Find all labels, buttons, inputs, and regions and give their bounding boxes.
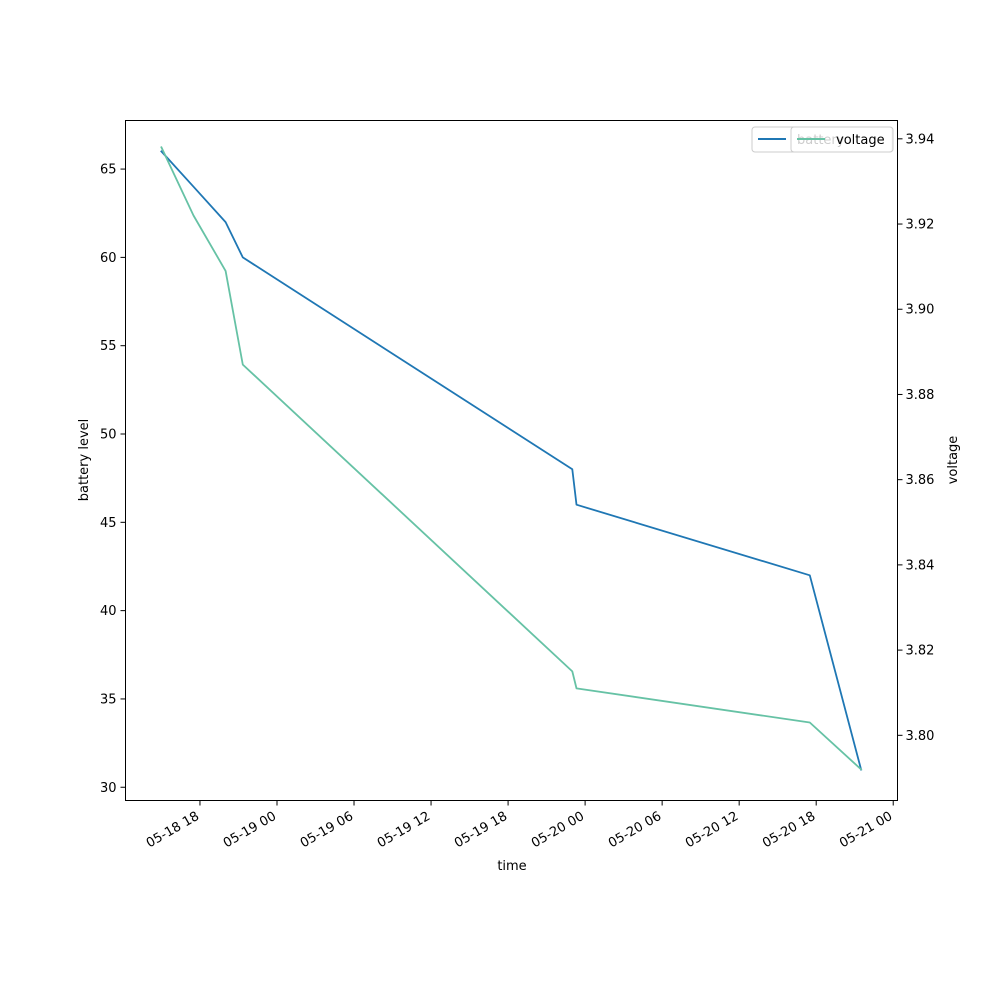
left-y-axis: 30 35 40 45 50 55 60 65 [100,163,126,796]
right-y-tick-label: 3.94 [906,132,935,147]
left-y-tick-label: 55 [100,339,117,354]
right-y-axis: 3.80 3.82 3.84 3.86 3.88 3.90 3.92 3.94 [897,132,935,744]
left-y-tick-label: 45 [100,516,117,531]
x-tick-label: 05-18 18 [144,809,202,851]
legend-voltage-frame [790,126,894,153]
right-y-tick-label: 3.90 [906,303,935,318]
left-y-tick-label: 35 [100,692,117,707]
x-tick-label: 05-19 18 [452,809,510,851]
x-tick-label: 05-20 00 [529,809,587,851]
left-y-tick-label: 50 [100,428,117,443]
right-y-tick-label: 3.82 [906,644,935,659]
left-y-tick-label: 65 [100,163,117,178]
right-y-axis-label: voltage [946,436,961,485]
left-y-axis-label: battery level [77,419,92,502]
right-y-tick-label: 3.92 [906,218,935,233]
series-line-voltage [160,146,863,771]
right-y-tick-label: 3.84 [906,558,935,573]
x-tick-label: 05-20 06 [606,809,664,851]
x-tick-label: 05-20 18 [760,809,818,851]
x-tick-label: 05-19 06 [298,809,356,851]
right-y-tick-label: 3.86 [906,473,935,488]
left-y-tick-label: 60 [100,251,117,266]
right-y-tick-label: 3.80 [906,729,935,744]
right-y-tick-label: 3.88 [906,388,935,403]
series-layer [160,146,863,771]
plot-frame [125,120,898,801]
x-tick-label: 05-21 00 [837,809,895,851]
left-y-tick-label: 30 [100,781,117,796]
left-y-tick-label: 40 [100,604,117,619]
x-tick-label: 05-19 00 [221,809,279,851]
series-line-battery [160,150,863,771]
legend-voltage: voltage [790,126,894,153]
x-axis-label: time [497,859,526,874]
x-tick-label: 05-20 12 [683,809,741,851]
x-tick-label: 05-19 12 [375,809,433,851]
x-axis: 05-18 18 05-19 00 05-19 06 05-19 12 05-19 18… [144,800,895,851]
plot-area [125,120,898,801]
legend-voltage-label: voltage [836,133,885,148]
